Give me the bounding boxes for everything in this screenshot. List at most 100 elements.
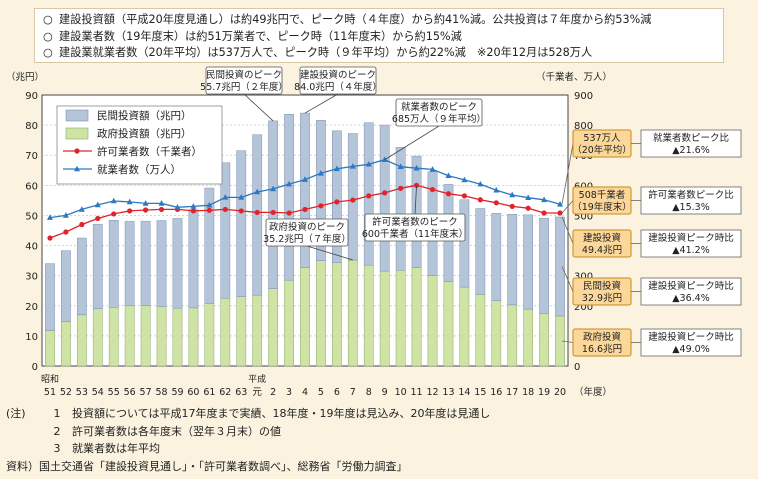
x-tick-label: 55	[108, 387, 120, 398]
government-investment-bar	[363, 264, 374, 367]
left-tick-label: 20	[25, 302, 38, 313]
x-tick-label: 53	[76, 387, 88, 398]
x-tick-label: 11	[411, 387, 423, 398]
note-line: 3 就業者数は年平均	[6, 440, 490, 458]
employed-persons-point	[477, 180, 484, 187]
employed-persons-point	[461, 176, 468, 183]
employed-persons-point	[94, 201, 101, 208]
combo-chart: 0102030405060708090010020030040050060070…	[6, 66, 742, 398]
licensed-contractors-point	[382, 190, 388, 196]
x-tick-label: 62	[219, 387, 231, 398]
employed-persons-point	[509, 191, 516, 198]
employed-persons-point	[222, 194, 229, 200]
licensed-contractors-point	[445, 191, 452, 197]
employed-persons-point	[78, 206, 85, 212]
notes: (注) 1 投資額については平成17年度まで実績、18年度・19年度は見込み、20年…	[6, 405, 490, 475]
legend-label: 民間投資額（兆円）	[97, 109, 192, 122]
licensed-contractors-point	[557, 210, 563, 216]
x-tick-label: 57	[140, 387, 152, 398]
employed-persons-point	[110, 197, 117, 204]
x-tick-label: 56	[124, 387, 136, 398]
callout-comparison-box	[640, 129, 742, 158]
employed-persons-point	[286, 180, 293, 187]
left-tick-label: 0	[32, 362, 38, 373]
government-investment-bar	[347, 259, 358, 367]
callout-value-text: 32.9兆円	[582, 293, 622, 304]
employed-persons-point	[254, 188, 261, 195]
x-tick-label: 4	[302, 387, 308, 398]
licensed-contractors-point	[334, 199, 340, 205]
licensed-contractors-point	[127, 208, 133, 214]
private-investment-bar	[316, 120, 326, 261]
employed-persons-point	[429, 166, 436, 172]
x-tick-label: 5	[318, 387, 324, 398]
employed-persons-point	[525, 194, 532, 200]
note-number: 3	[53, 442, 61, 455]
callout-comparison-text: ▲21.6%	[672, 145, 710, 156]
peak-annotation-text: 55.7兆円（２年度）	[200, 81, 288, 93]
licensed-contractors-point	[366, 193, 372, 199]
legend-swatch-government	[65, 127, 89, 140]
licensed-contractors-point	[254, 209, 260, 216]
peak-annotation-text: 就業者数のピーク	[401, 101, 477, 113]
government-investment-bar	[220, 298, 231, 367]
employed-persons-point	[541, 196, 548, 203]
left-tick-label: 70	[25, 151, 38, 162]
peak-annotation-text: 民間投資のピーク	[206, 69, 282, 81]
employed-persons-point	[493, 186, 500, 193]
private-investment-bar	[220, 162, 231, 299]
x-tick-label: 16	[490, 387, 502, 398]
employed-persons-point	[317, 169, 324, 176]
licensed-contractors-point	[477, 197, 483, 203]
x-tick-label: 10	[395, 387, 407, 398]
licensed-contractors-point	[158, 206, 165, 213]
government-investment-bar	[411, 267, 422, 367]
summary-line: ○ 建設業者数（19年度末）は約51万業者で、ピーク時（11年度末）から約15%減	[43, 29, 715, 46]
private-investment-bar	[379, 124, 390, 272]
licensed-contractors-point	[270, 209, 276, 216]
callout-comparison-text: 建設投資ピーク時比	[648, 280, 734, 292]
government-investment-bar	[268, 288, 278, 367]
licensed-contractors-point	[111, 211, 117, 217]
x-tick-label: 19	[538, 387, 550, 398]
employed-persons-point	[206, 201, 213, 208]
callout-comparison-text: 許可業者数ピーク比	[648, 189, 734, 201]
government-investment-bar	[172, 307, 183, 367]
summary-line: ○ 建設業就業者数（20年平均）は537万人で、ピーク時（９年平均）から約22%減…	[43, 45, 715, 62]
annotation-leader	[306, 245, 353, 261]
peak-annotation-text: 許可業者数のピーク	[372, 216, 458, 228]
employed-persons-point	[397, 163, 404, 169]
licensed-contractors-point	[95, 215, 101, 222]
left-tick-label: 50	[25, 211, 38, 222]
callout-value-text: 49.4兆円	[582, 245, 622, 256]
private-investment-bar	[92, 223, 103, 310]
private-investment-bar	[268, 120, 278, 289]
peak-annotation-text: 600千業者（11年度末）	[362, 228, 468, 240]
x-tick-label: 51	[44, 387, 56, 398]
left-tick-label: 60	[25, 181, 38, 192]
licensed-contractors-point	[398, 185, 404, 191]
x-tick-label: 54	[92, 387, 104, 398]
x-tick-label: 7	[350, 387, 356, 398]
private-investment-bar	[491, 213, 502, 301]
x-tick-label: 9	[382, 387, 388, 398]
private-investment-bar	[236, 150, 247, 297]
licensed-contractors-point	[429, 186, 436, 193]
government-investment-bar	[300, 267, 310, 367]
callout-value-text: 建設投資	[583, 232, 621, 244]
callout-comparison-text: 建設投資ピーク時比	[648, 232, 734, 244]
note-text: 就業者数は年平均	[72, 442, 160, 455]
private-investment-bar	[555, 216, 565, 317]
employed-persons-point	[238, 194, 245, 200]
employed-persons-point	[445, 172, 452, 178]
government-investment-bar	[124, 305, 135, 367]
licensed-contractors-point	[222, 206, 228, 213]
government-investment-bar	[332, 262, 342, 367]
legend-label: 許可業者数（千業者）	[97, 145, 202, 158]
x-tick-label: 59	[171, 387, 183, 398]
peak-annotation-text: 35.2兆円（７年度）	[263, 233, 351, 245]
x-tick-label: 3	[286, 387, 292, 398]
private-investment-bar	[347, 133, 358, 261]
note-text: 許可業者数は各年度末（翌年３月末）の値	[72, 424, 281, 438]
government-investment-bar	[459, 286, 470, 367]
